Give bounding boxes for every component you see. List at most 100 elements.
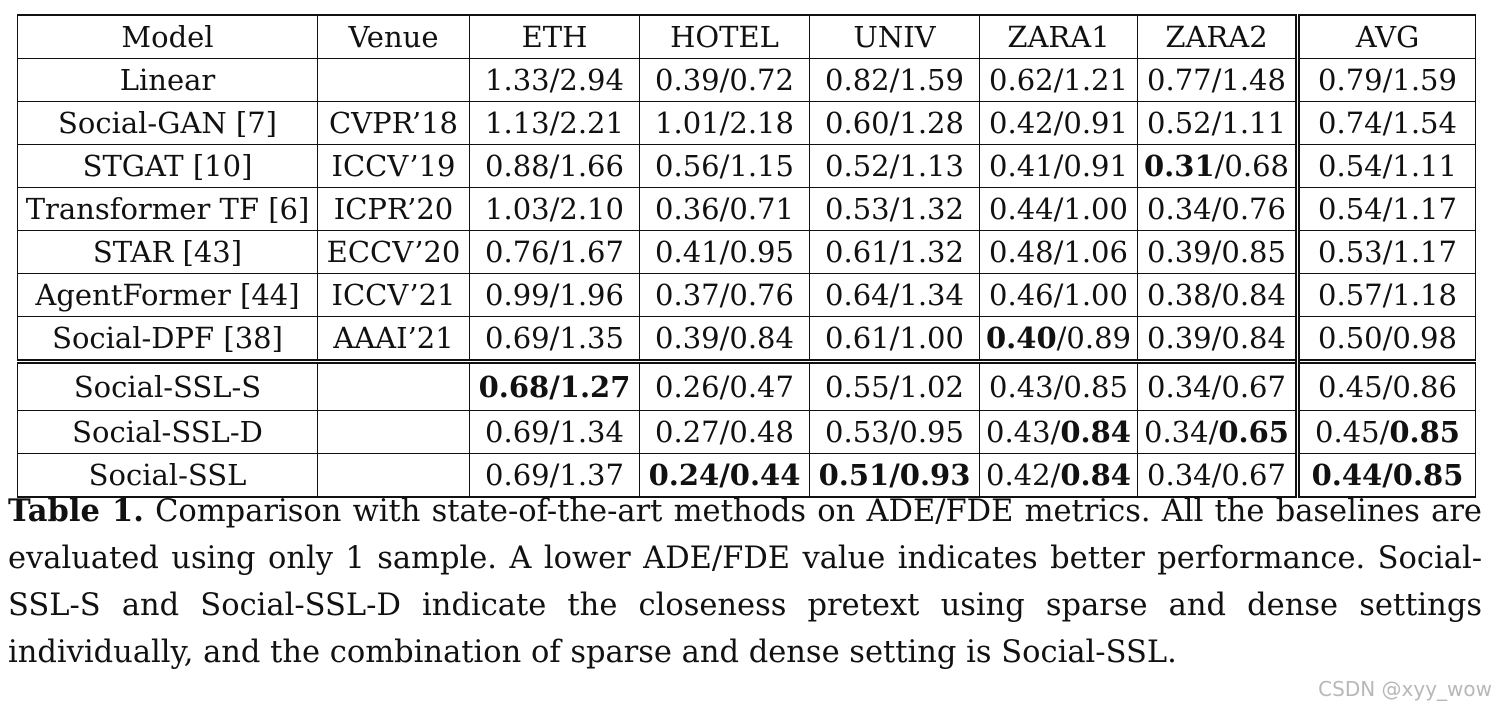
value: 0.57/1.18: [1318, 278, 1457, 312]
value: 0.37/0.76: [655, 278, 794, 312]
zara1-cell: 0.43/0.85: [979, 359, 1138, 411]
hotel-cell: 0.56/1.15: [639, 144, 810, 188]
value: 0.39/0.84: [1147, 321, 1286, 355]
hotel-cell: 1.01/2.18: [639, 101, 810, 145]
zara2-cell: 0.38/0.84: [1137, 273, 1298, 317]
header-zara1: ZARA1: [979, 14, 1138, 59]
best-value: 0.65: [1218, 415, 1289, 449]
value: 0.26/0.47: [655, 370, 794, 404]
header-model: Model: [17, 14, 318, 59]
model-cell: STGAT [10]: [17, 144, 318, 188]
value: 0.54/1.17: [1318, 192, 1457, 226]
value: 0.48/1.06: [989, 235, 1128, 269]
hotel-cell: 0.36/0.71: [639, 187, 810, 231]
zara2-cell: 0.34/0.76: [1137, 187, 1298, 231]
value: 0.69/1.35: [485, 321, 624, 355]
table-row: Linear 1.33/2.94 0.39/0.72 0.82/1.59 0.62/1.…: [17, 58, 1476, 102]
value: 0.39/0.85: [1147, 235, 1286, 269]
header-hotel: HOTEL: [639, 14, 810, 59]
model-cell: STAR [43]: [17, 230, 318, 274]
model-cell: Social-DPF [38]: [17, 316, 318, 362]
value: 0.55/1.02: [825, 370, 964, 404]
value: 0.42/: [986, 458, 1061, 492]
value: 0.36/0.71: [655, 192, 794, 226]
value: 0.52/1.13: [825, 149, 964, 183]
hotel-cell: 0.27/0.48: [639, 410, 810, 454]
header-zara2: ZARA2: [1137, 14, 1298, 59]
value: 0.45/: [1315, 415, 1390, 449]
value: 1.13/2.21: [485, 106, 624, 140]
value: 0.69/1.34: [485, 415, 624, 449]
zara1-cell: 0.42/0.84: [979, 453, 1138, 498]
best-value: 0.84: [1060, 458, 1131, 492]
hotel-cell: 0.39/0.72: [639, 58, 810, 102]
model-cell: Social-SSL: [17, 453, 318, 498]
caption-label: Table 1.: [8, 493, 144, 529]
zara1-cell: 0.46/1.00: [979, 273, 1138, 317]
venue-cell: ECCV’20: [317, 230, 470, 274]
value: 0.62/1.21: [989, 63, 1128, 97]
univ-cell: 0.51/0.93: [809, 453, 980, 498]
best-value: 0.24/0.44: [648, 458, 801, 492]
hotel-cell: 0.37/0.76: [639, 273, 810, 317]
univ-cell: 0.61/1.00: [809, 316, 980, 362]
zara2-cell: 0.77/1.48: [1137, 58, 1298, 102]
venue-cell: [317, 453, 470, 498]
value: 0.34/0.76: [1147, 192, 1286, 226]
value: 0.64/1.34: [825, 278, 964, 312]
zara1-cell: 0.40/0.89: [979, 316, 1138, 362]
eth-cell: 0.68/1.27: [469, 359, 640, 411]
best-value: 0.40: [986, 321, 1057, 355]
value: 0.61/1.32: [825, 235, 964, 269]
value: 1.01/2.18: [655, 106, 794, 140]
hotel-cell: 0.39/0.84: [639, 316, 810, 362]
zara1-cell: 0.62/1.21: [979, 58, 1138, 102]
univ-cell: 0.53/0.95: [809, 410, 980, 454]
watermark: CSDN @xyy_wow: [1318, 677, 1492, 701]
value: 0.77/1.48: [1147, 63, 1286, 97]
value: 0.76/1.67: [485, 235, 624, 269]
best-value: 0.44/0.85: [1311, 458, 1464, 492]
table-row: STAR [43] ECCV’20 0.76/1.67 0.41/0.95 0.61/1…: [17, 230, 1476, 274]
table-row: Social-SSL 0.69/1.37 0.24/0.44 0.51/0.93 0.4…: [17, 453, 1476, 498]
value: 0.60/1.28: [825, 106, 964, 140]
zara2-cell: 0.34/0.65: [1137, 410, 1298, 454]
value: 0.42/0.91: [989, 106, 1128, 140]
model-cell: Linear: [17, 58, 318, 102]
value: 1.03/2.10: [485, 192, 624, 226]
eth-cell: 0.69/1.35: [469, 316, 640, 362]
zara2-cell: 0.34/0.67: [1137, 453, 1298, 498]
value: 0.39/0.72: [655, 63, 794, 97]
univ-cell: 0.55/1.02: [809, 359, 980, 411]
avg-cell: 0.45/0.85: [1295, 410, 1476, 454]
avg-cell: 0.44/0.85: [1295, 453, 1476, 498]
zara2-cell: 0.39/0.85: [1137, 230, 1298, 274]
zara1-cell: 0.44/1.00: [979, 187, 1138, 231]
header-row: Model Venue ETH HOTEL UNIV ZARA1 ZARA2 A…: [17, 14, 1476, 59]
venue-cell: ICCV’21: [317, 273, 470, 317]
univ-cell: 0.64/1.34: [809, 273, 980, 317]
value: 0.74/1.54: [1318, 106, 1457, 140]
table-row: Social-SSL-S 0.68/1.27 0.26/0.47 0.55/1.02 0…: [17, 359, 1476, 411]
value: 0.38/0.84: [1147, 278, 1286, 312]
value: 0.41/0.91: [989, 149, 1128, 183]
value: 0.99/1.96: [485, 278, 624, 312]
value: 0.46/1.00: [989, 278, 1128, 312]
table-row: Social-DPF [38] AAAI’21 0.69/1.35 0.39/0.84…: [17, 316, 1476, 362]
table-row: Social-GAN [7] CVPR’18 1.13/2.21 1.01/2.18 0…: [17, 101, 1476, 145]
value: 0.53/1.32: [825, 192, 964, 226]
table-row: STGAT [10] ICCV’19 0.88/1.66 0.56/1.15 0.52/…: [17, 144, 1476, 188]
zara2-cell: 0.39/0.84: [1137, 316, 1298, 362]
eth-cell: 1.33/2.94: [469, 58, 640, 102]
header-avg: AVG: [1295, 14, 1476, 59]
value: 0.39/0.84: [655, 321, 794, 355]
best-value: 0.85: [1389, 415, 1460, 449]
table-body: Linear 1.33/2.94 0.39/0.72 0.82/1.59 0.62/1.…: [17, 58, 1476, 498]
value: 0.45/0.86: [1318, 370, 1457, 404]
hotel-cell: 0.24/0.44: [639, 453, 810, 498]
venue-cell: [317, 58, 470, 102]
best-value: 0.31: [1144, 149, 1215, 183]
value: 0.52/1.11: [1147, 106, 1286, 140]
zara1-cell: 0.43/0.84: [979, 410, 1138, 454]
eth-cell: 0.99/1.96: [469, 273, 640, 317]
